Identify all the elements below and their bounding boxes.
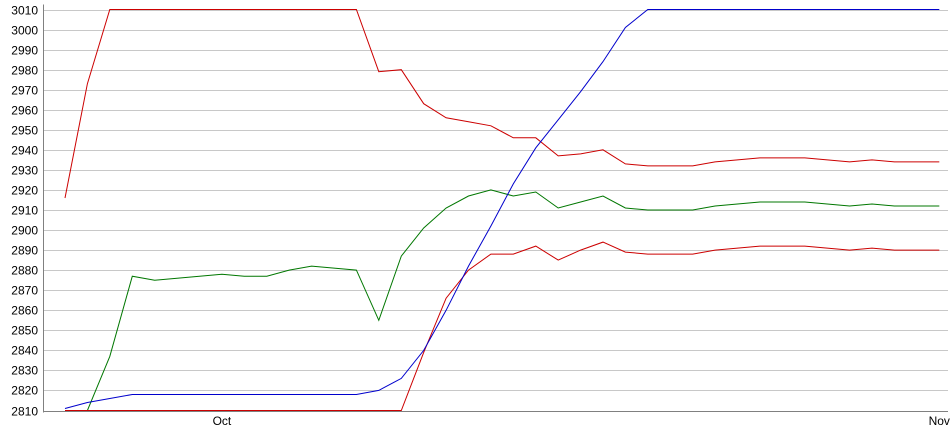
y-tick-label: 2970 — [11, 84, 38, 98]
y-tick-label: 2810 — [11, 405, 38, 419]
y-tick-labels: 2810 2820 2830 2840 2850 2860 2870 2880 2890 2900… — [11, 4, 38, 419]
y-tick-label: 2890 — [11, 244, 38, 258]
y-tick-label: 2820 — [11, 384, 38, 398]
axes — [43, 4, 948, 413]
series-line-4 — [64, 9, 940, 409]
y-tick-label: 2980 — [11, 64, 38, 78]
y-tick-label: 2840 — [11, 344, 38, 358]
y-tick-label: 2900 — [11, 224, 38, 238]
gridlines — [43, 10, 948, 412]
x-tick-label: Nov — [929, 414, 950, 428]
y-tick-label: 2860 — [11, 304, 38, 318]
y-tick-label: 2830 — [11, 364, 38, 378]
series-lines — [64, 9, 940, 411]
y-tick-label: 2850 — [11, 324, 38, 338]
x-tick-labels: Oct Nov — [213, 414, 950, 428]
y-tick-label: 2870 — [11, 284, 38, 298]
y-tick-label: 2940 — [11, 144, 38, 158]
y-tick-label: 2930 — [11, 164, 38, 178]
y-tick-label: 2910 — [11, 204, 38, 218]
y-tick-label: 3000 — [11, 24, 38, 38]
series-line-1 — [64, 9, 940, 199]
y-tick-label: 2950 — [11, 124, 38, 138]
x-tick-label: Oct — [213, 414, 232, 428]
series-line-3 — [65, 241, 940, 411]
y-tick-label: 2880 — [11, 264, 38, 278]
y-tick-label: 3010 — [11, 4, 38, 18]
y-tick-label: 2920 — [11, 184, 38, 198]
series-line-2 — [65, 189, 940, 411]
y-tick-label: 2960 — [11, 104, 38, 118]
y-tick-label: 2990 — [11, 44, 38, 58]
